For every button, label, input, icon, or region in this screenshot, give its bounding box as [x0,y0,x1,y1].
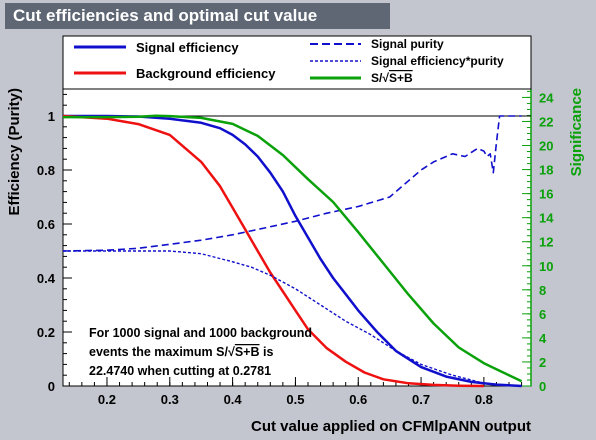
y2-axis-title: Significance [568,88,585,176]
legend-significance-sqrt: S+B [389,71,413,85]
annotation: For 1000 signal and 1000 background even… [89,326,312,378]
series-line-s-sqrt-s-b [63,114,523,383]
annotation-line-1: For 1000 signal and 1000 background [89,326,312,340]
sqrt-symbol: √ [228,345,235,359]
x-tick-label: 0.7 [412,392,430,407]
legend-label-signal-efficiency: Signal efficiency [136,40,239,55]
x-tick-label: 0.2 [98,392,116,407]
legend-box [62,35,532,90]
series-line-signal-efficiency-purity [63,250,522,387]
series-line-background-efficiency [62,114,484,388]
y2-tick-label: 2 [539,355,546,370]
y2-tick-label: 14 [539,211,554,226]
annotation-line-2-suffix: is [260,345,274,359]
y-tick-label: 0 [48,379,55,394]
x-tick-label: 0.5 [286,392,304,407]
y-tick-label: 0.6 [37,217,55,232]
y2-tick-label: 6 [539,307,546,322]
y-tick-label: 0.2 [37,325,55,340]
legend-significance-prefix: S/ [371,71,383,85]
y2-tick-label: 20 [539,139,553,154]
legend-label-efficiency-purity: Signal efficiency*purity [371,54,504,68]
series-line-signal-efficiency [63,114,522,388]
y2-tick-label: 22 [539,114,553,129]
y2-tick-label: 0 [539,379,546,394]
y2-tick-label: 18 [539,163,553,178]
y-tick-label: 1 [48,109,55,124]
y-tick-label: 0.8 [37,163,55,178]
annotation-line-2-prefix: events the maximum S/ [89,345,228,359]
y2-tick-label: 16 [539,187,553,202]
y-tick-label: 0.4 [37,271,56,286]
x-tick-label: 0.6 [349,392,367,407]
legend-label-signal-purity: Signal purity [371,37,444,51]
legend-label-background-efficiency: Background efficiency [136,66,276,81]
y2-tick-label: 8 [539,283,546,298]
y2-tick-label: 10 [539,259,553,274]
annotation-line-2-sqrt: S+B [235,345,260,359]
series-line-signal-purity [62,115,522,252]
annotation-line-2: events the maximum S/√S+B is [89,345,273,359]
y-axis-title: Efficiency (Purity) [6,88,23,216]
x-tick-label: 0.4 [224,392,243,407]
y2-tick-label: 24 [539,90,554,105]
window-title: Cut efficiencies and optimal cut value [5,3,390,29]
y2-tick-label: 4 [539,331,547,346]
plot-area [62,88,532,387]
x-axis-title: Cut value applied on CFMlpANN output [251,418,531,435]
legend-label-significance: S/√S+B [371,71,413,85]
x-tick-label: 0.3 [161,392,179,407]
sqrt-symbol: √ [382,71,389,85]
y2-tick-label: 12 [539,235,553,250]
annotation-line-3: 22.4740 when cutting at 0.2781 [89,364,271,378]
x-tick-label: 0.8 [475,392,493,407]
